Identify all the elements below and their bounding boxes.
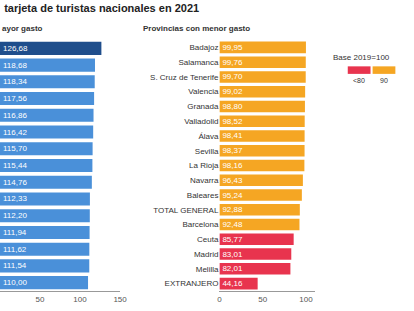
svg-text:116,42: 116,42 [3, 128, 27, 137]
svg-text:Ceuta: Ceuta [197, 235, 219, 244]
svg-text:118,34: 118,34 [3, 77, 27, 86]
svg-text:112,33: 112,33 [3, 194, 27, 203]
svg-text:98,41: 98,41 [222, 131, 243, 140]
svg-text:<80: <80 [353, 77, 365, 84]
svg-text:92,88: 92,88 [222, 205, 243, 214]
svg-text:S. Cruz de Tenerife: S. Cruz de Tenerife [150, 73, 219, 82]
svg-text:95,24: 95,24 [222, 191, 243, 200]
svg-text:115,70: 115,70 [3, 144, 27, 153]
svg-text:98,80: 98,80 [222, 102, 243, 111]
svg-text:Álava: Álava [198, 132, 219, 141]
svg-text:99,02: 99,02 [222, 87, 243, 96]
svg-text:92,48: 92,48 [222, 220, 243, 229]
svg-text:150: 150 [113, 295, 127, 304]
svg-text:110,00: 110,00 [3, 278, 27, 287]
svg-text:98,52: 98,52 [222, 117, 243, 126]
svg-text:ayor gasto: ayor gasto [2, 24, 43, 33]
svg-text:0: 0 [217, 295, 222, 304]
svg-text:tarjeta de turistas nacionales: tarjeta de turistas nacionales en 2021 [4, 2, 199, 14]
svg-text:99,70: 99,70 [222, 72, 243, 81]
svg-text:Base 2019=100: Base 2019=100 [333, 53, 390, 62]
svg-text:96,43: 96,43 [222, 176, 243, 185]
svg-text:98,37: 98,37 [222, 146, 243, 155]
svg-text:TOTAL GENERAL: TOTAL GENERAL [153, 206, 219, 215]
svg-text:115,44: 115,44 [3, 161, 27, 170]
svg-text:99,76: 99,76 [222, 58, 243, 67]
svg-text:Salamanca: Salamanca [178, 58, 219, 67]
svg-text:Melilla: Melilla [196, 265, 219, 274]
svg-text:117,56: 117,56 [3, 94, 27, 103]
svg-text:100: 100 [299, 295, 313, 304]
svg-text:99,95: 99,95 [222, 43, 243, 52]
svg-text:EXTRANJERO: EXTRANJERO [165, 279, 219, 288]
svg-text:50: 50 [36, 295, 45, 304]
svg-text:126,68: 126,68 [3, 44, 28, 53]
svg-text:111,94: 111,94 [3, 228, 27, 237]
svg-text:Valladolid: Valladolid [184, 117, 218, 126]
svg-text:Valencia: Valencia [188, 87, 219, 96]
svg-text:Baleares: Baleares [187, 191, 219, 200]
svg-text:Madrid: Madrid [194, 250, 218, 259]
svg-text:112,20: 112,20 [3, 211, 27, 220]
svg-text:Sevilla: Sevilla [195, 147, 219, 156]
svg-text:83,01: 83,01 [222, 250, 243, 259]
svg-text:La Rioja: La Rioja [189, 161, 219, 170]
svg-text:Badajoz: Badajoz [189, 43, 218, 52]
svg-text:111,62: 111,62 [3, 245, 27, 254]
svg-text:50: 50 [258, 295, 267, 304]
svg-text:85,77: 85,77 [222, 235, 243, 244]
svg-text:82,01: 82,01 [222, 264, 243, 273]
svg-text:100: 100 [73, 295, 87, 304]
svg-text:Barcelona: Barcelona [182, 220, 219, 229]
svg-text:Provincias con menor gasto: Provincias con menor gasto [143, 24, 250, 33]
svg-text:118,68: 118,68 [3, 61, 27, 70]
svg-text:90: 90 [380, 77, 388, 84]
svg-text:44,16: 44,16 [222, 279, 243, 288]
svg-text:Navarra: Navarra [190, 176, 219, 185]
svg-text:116,86: 116,86 [3, 111, 27, 120]
svg-text:Granada: Granada [187, 102, 219, 111]
svg-text:111,54: 111,54 [3, 261, 27, 270]
svg-text:98,16: 98,16 [222, 161, 243, 170]
svg-text:114,76: 114,76 [3, 178, 27, 187]
